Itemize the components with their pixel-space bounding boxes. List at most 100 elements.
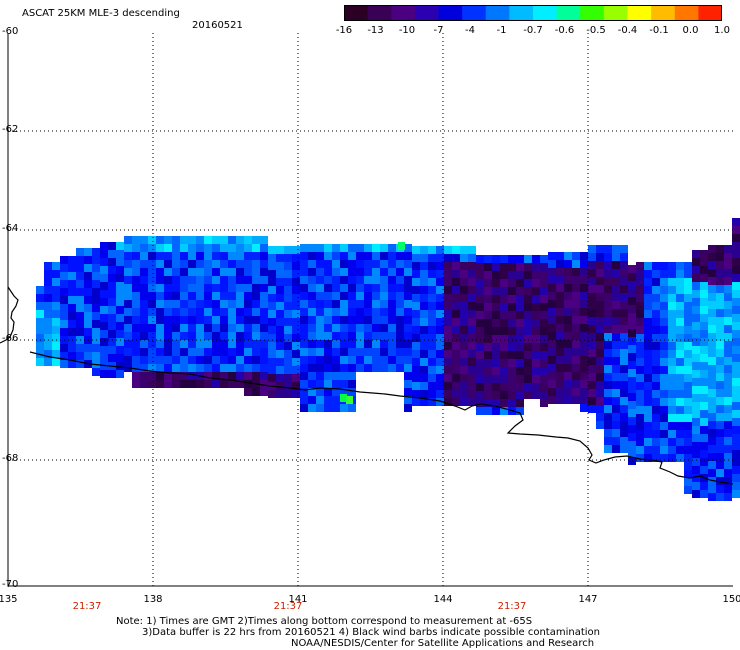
data-cell — [260, 356, 268, 364]
data-cell — [148, 380, 156, 388]
data-cell — [612, 357, 620, 365]
time-label: 21:37 — [273, 601, 303, 612]
data-cell — [452, 246, 460, 254]
longitude-label: 138 — [143, 594, 163, 605]
data-cell — [668, 318, 676, 326]
data-cell — [324, 276, 332, 284]
data-cell — [348, 332, 356, 340]
data-cell — [556, 340, 564, 348]
data-cell — [324, 380, 332, 388]
data-cell — [708, 309, 716, 317]
data-cell — [684, 438, 692, 446]
longitude-label: 150 — [722, 594, 740, 605]
data-cell — [124, 292, 132, 300]
data-cell — [180, 332, 188, 340]
data-cell — [92, 288, 100, 296]
data-cell — [76, 352, 84, 360]
data-cell — [620, 293, 628, 301]
data-cell — [732, 346, 740, 354]
data-cell — [708, 405, 716, 413]
data-cell — [716, 373, 724, 381]
data-cell — [388, 252, 396, 260]
data-cell — [196, 308, 204, 316]
data-cell — [548, 276, 556, 284]
data-cell — [612, 293, 620, 301]
data-cell — [628, 425, 636, 433]
data-cell — [716, 437, 724, 445]
data-cell — [652, 350, 660, 358]
data-cell — [524, 303, 532, 311]
data-cell — [140, 268, 148, 276]
data-cell — [716, 245, 724, 253]
data-cell — [620, 333, 628, 341]
data-cell — [412, 310, 420, 318]
data-cell — [668, 374, 676, 382]
data-cell — [108, 258, 116, 266]
data-cell — [340, 244, 348, 252]
data-cell — [692, 426, 700, 434]
data-cell — [484, 311, 492, 319]
data-cell — [660, 422, 668, 430]
data-cell — [148, 308, 156, 316]
data-cell — [556, 396, 564, 404]
data-cell — [276, 278, 284, 286]
data-cell — [524, 263, 532, 271]
data-cell — [444, 318, 452, 326]
data-cell — [708, 333, 716, 341]
data-cell — [452, 366, 460, 374]
data-cell — [396, 332, 404, 340]
data-cell — [52, 350, 60, 358]
data-cell — [172, 244, 180, 252]
data-cell — [188, 372, 196, 380]
data-cell — [460, 382, 468, 390]
data-cell — [444, 366, 452, 374]
data-cell — [284, 350, 292, 358]
data-cell — [380, 340, 388, 348]
data-cell — [300, 396, 308, 404]
data-cell — [540, 287, 548, 295]
time-label: 21:37 — [497, 601, 527, 612]
data-cell — [732, 258, 740, 266]
data-cell — [44, 302, 52, 310]
data-cell — [636, 398, 644, 406]
data-cell — [340, 252, 348, 260]
data-cell — [708, 445, 716, 453]
data-cell — [44, 334, 52, 342]
data-cell — [620, 429, 628, 437]
data-cell — [388, 332, 396, 340]
latitude-label: -62 — [2, 124, 19, 135]
data-cell — [284, 246, 292, 254]
data-cell — [548, 308, 556, 316]
data-cell — [348, 348, 356, 356]
data-cell — [516, 343, 524, 351]
data-cell — [396, 340, 404, 348]
data-cell — [516, 279, 524, 287]
data-cell — [708, 245, 716, 253]
data-cell — [628, 457, 636, 465]
data-cell — [460, 398, 468, 406]
data-cell — [492, 319, 500, 327]
data-cell — [468, 342, 476, 350]
data-cell — [348, 284, 356, 292]
data-cell — [556, 292, 564, 300]
data-cell — [636, 350, 644, 358]
data-cell — [652, 358, 660, 366]
data-cell — [692, 418, 700, 426]
data-cell — [532, 359, 540, 367]
data-cell — [364, 300, 372, 308]
data-cell — [596, 373, 604, 381]
data-cell — [132, 268, 140, 276]
data-cell — [316, 396, 324, 404]
data-cell — [356, 244, 364, 252]
data-cell — [356, 308, 364, 316]
data-cell — [308, 380, 316, 388]
data-cell — [628, 297, 636, 305]
color-scale-tick: -16 — [335, 25, 353, 36]
data-cell — [620, 309, 628, 317]
color-scale-swatch — [509, 5, 534, 21]
data-cell — [156, 332, 164, 340]
data-cell — [444, 326, 452, 334]
data-cell — [676, 438, 684, 446]
data-cell — [220, 308, 228, 316]
data-cell — [364, 316, 372, 324]
